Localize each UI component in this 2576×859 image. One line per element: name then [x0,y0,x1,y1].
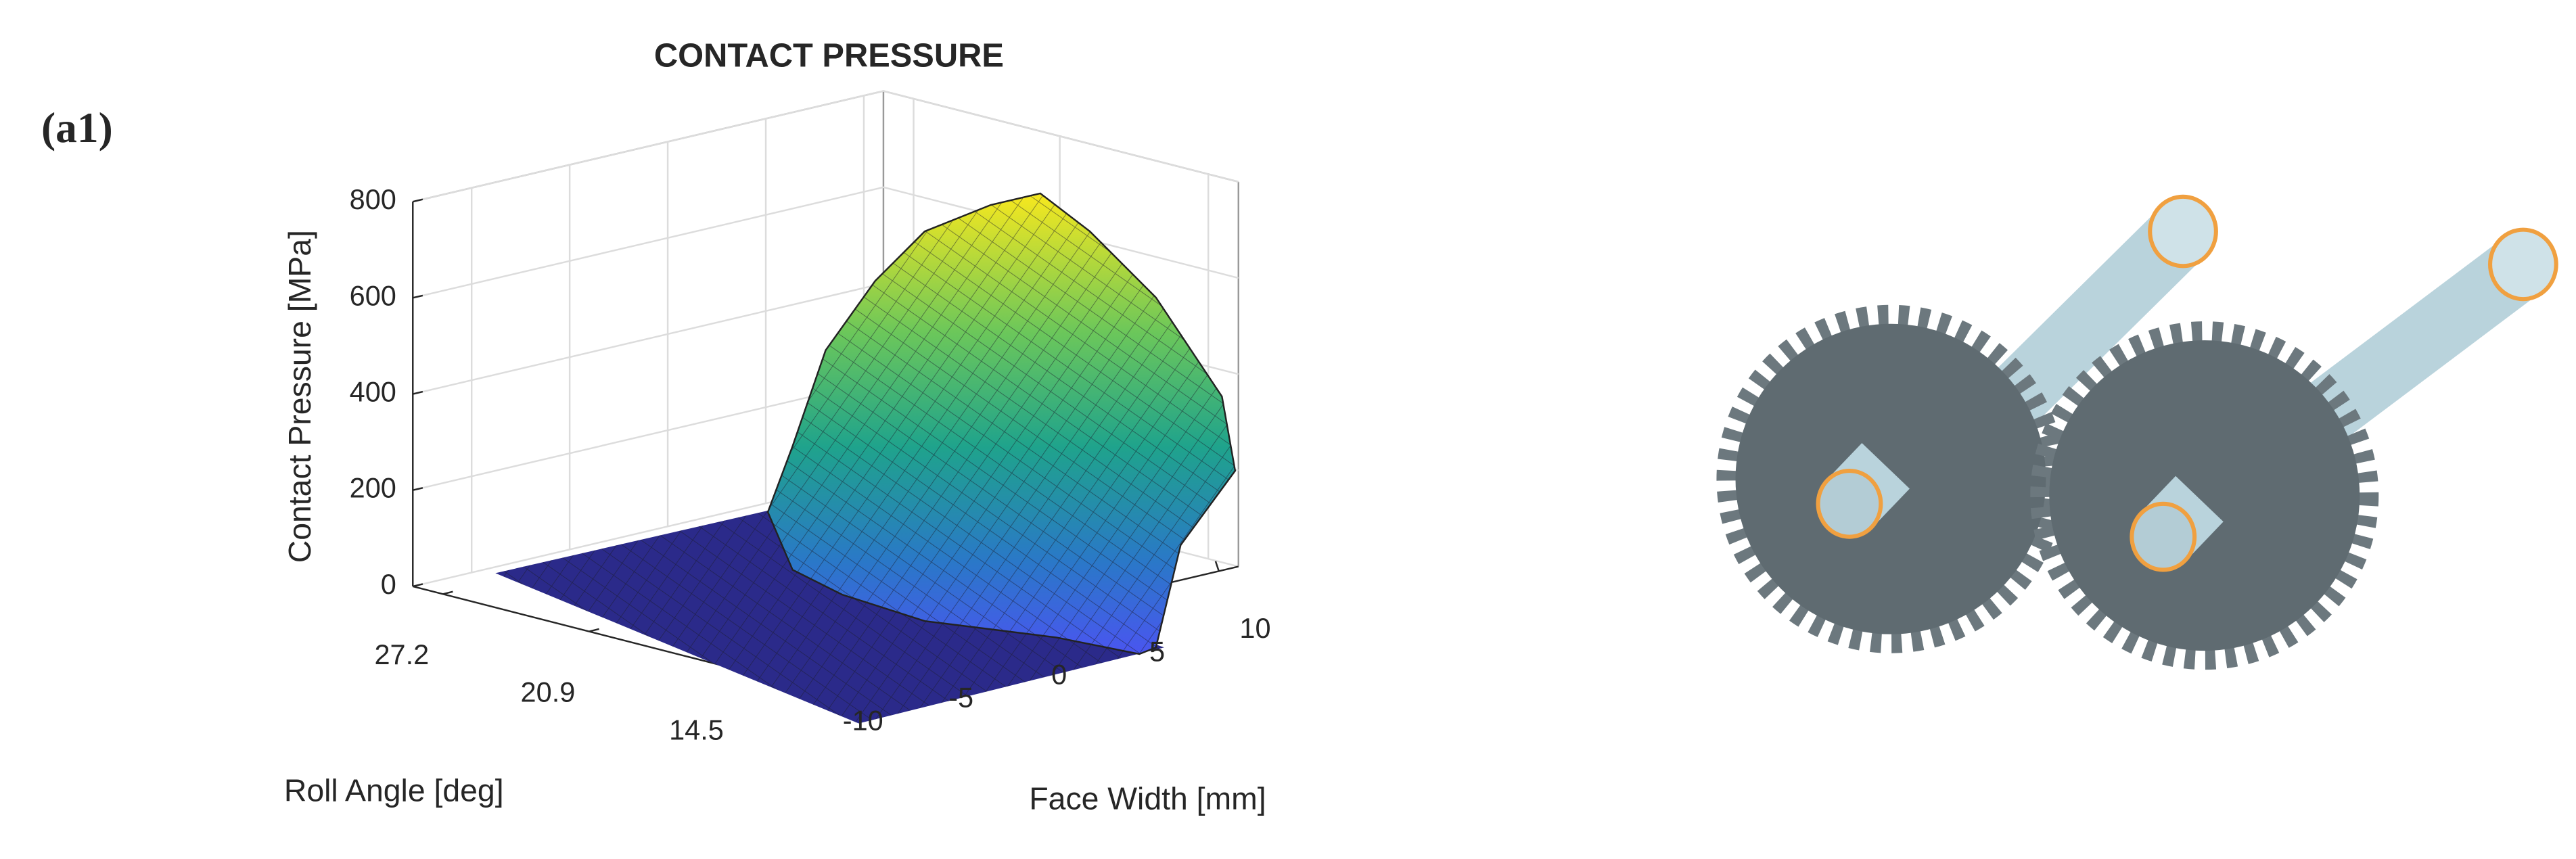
tick-mark [412,198,423,203]
y-tick-label: 14.5 [669,714,724,745]
x-tick-label: 0 [1051,658,1067,690]
shaft-end [2488,227,2558,302]
surface-mesh [495,509,1164,724]
x-axis-label: Face Width [mm] [1029,781,1266,816]
figure-label: (a1) [41,103,113,152]
z-tick-label: 600 [350,279,396,311]
gear-teeth [2030,321,2379,670]
tick-mark [1214,561,1220,572]
x-tick-label: -10 [843,705,883,737]
grid-line [412,378,884,491]
grid-line [883,90,1239,183]
z-tick-label: 200 [350,472,396,504]
gear-assembly [1716,194,2558,670]
x-tick-label: 5 [1149,635,1165,667]
z-tick-label: 800 [350,183,396,215]
grid-line [412,186,884,299]
x-tick-label: -5 [948,681,973,713]
z-axis-label: Contact Pressure [MPa] [282,230,317,563]
shaft-end [2148,194,2218,269]
grid-line [412,282,884,395]
hub-end [1816,468,1883,539]
y-axis-label: Roll Angle [deg] [284,772,504,808]
x-tick-label: 10 [1239,612,1270,644]
z-tick-label: 400 [350,375,396,407]
y-axis [412,585,768,678]
grid-line [412,90,884,203]
tick-mark [412,294,423,299]
y-tick-label: 27.2 [374,639,429,670]
tick-mark [412,487,423,491]
y-tick-label: 20.9 [521,676,576,707]
z-tick-label: 0 [381,568,396,600]
axis-box [412,90,1239,203]
surface-mesh [768,193,1235,654]
chart-title: CONTACT PRESSURE [654,38,1004,74]
hub-end [2130,501,2197,572]
tick-mark [412,390,423,395]
gear [2049,340,2360,651]
